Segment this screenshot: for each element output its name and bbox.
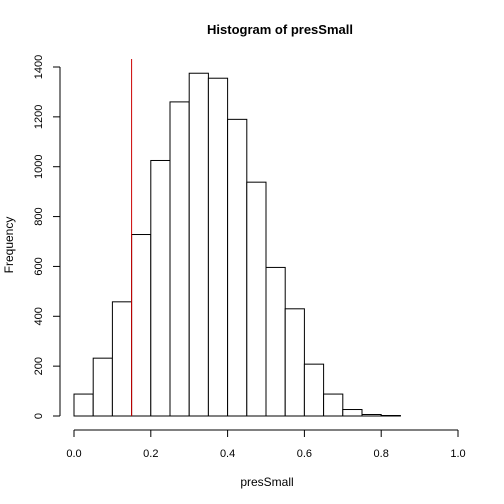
histogram-bar-2 [111, 301, 133, 417]
histogram-bar-9 [246, 181, 267, 417]
histogram-bar-4 [150, 159, 171, 417]
y-tick-label-4: 800 [33, 207, 45, 225]
histogram-bars [73, 72, 401, 417]
x-axis: 0.0 0.2 0.4 0.6 0.8 1.0 [66, 429, 466, 460]
histogram-bar-7 [207, 77, 229, 417]
x-tick-label-2: 0.4 [220, 448, 235, 460]
y-tick-label-3: 600 [33, 257, 45, 275]
histogram-bar-5 [169, 101, 190, 417]
x-tick-label-4: 0.8 [374, 448, 389, 460]
y-tick-label-1: 200 [33, 357, 45, 375]
y-tick-label-7: 1400 [33, 55, 45, 79]
histogram-bar-15 [361, 414, 382, 417]
y-tick-label-2: 400 [33, 307, 45, 325]
histogram-bar-12 [303, 363, 325, 417]
chart-title: Histogram of presSmall [207, 22, 353, 37]
y-tick-label-0: 0 [33, 413, 45, 419]
x-tick-label-0: 0.0 [66, 448, 81, 460]
x-tick-label-5: 1.0 [450, 448, 465, 460]
x-tick-label-3: 0.6 [297, 448, 312, 460]
x-tick-label-1: 0.2 [143, 448, 158, 460]
y-axis: 0 200 400 600 800 1000 1200 1400 [33, 55, 61, 419]
x-axis-label: presSmall [240, 475, 293, 489]
y-tick-label-6: 1200 [33, 105, 45, 129]
histogram-bar-10 [265, 266, 286, 417]
histogram-bar-14 [342, 409, 363, 417]
histogram-bar-6 [188, 72, 209, 417]
histogram-bar-8 [227, 118, 248, 417]
histogram-bar-3 [131, 234, 152, 417]
y-axis-label: Frequency [2, 217, 16, 274]
histogram-bar-11 [284, 308, 305, 417]
histogram-bar-13 [323, 393, 344, 417]
histogram-bar-0 [73, 393, 94, 417]
histogram-bar-1 [92, 357, 113, 417]
y-tick-label-5: 1000 [33, 154, 45, 178]
